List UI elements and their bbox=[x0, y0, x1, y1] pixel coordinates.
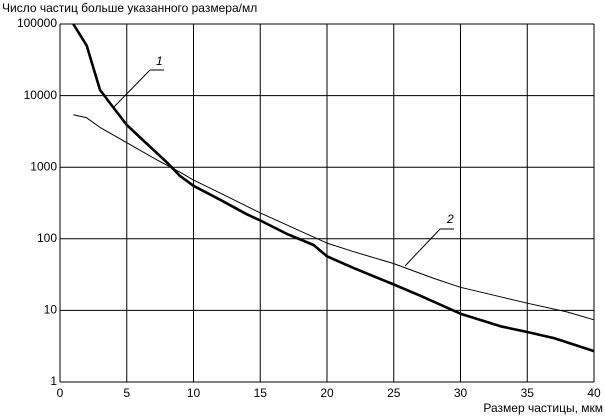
y-tick-label: 1000 bbox=[30, 159, 57, 173]
y-tick-label: 100 bbox=[37, 231, 57, 245]
series-label: 2 bbox=[446, 212, 454, 226]
series-line bbox=[73, 114, 595, 321]
y-tick-label: 10000 bbox=[24, 88, 58, 102]
x-tick-label: 5 bbox=[123, 386, 130, 400]
x-tick-label: 0 bbox=[57, 386, 64, 400]
x-tick-label: 15 bbox=[254, 386, 268, 400]
y-tick-label: 100000 bbox=[17, 16, 57, 30]
leader-line bbox=[404, 228, 441, 267]
x-axis-label: Размер частицы, мкм bbox=[483, 401, 603, 415]
y-axis-label: Число частиц больше указанного размера/м… bbox=[2, 1, 257, 15]
y-tick-label: 1 bbox=[50, 374, 57, 388]
x-tick-label: 35 bbox=[521, 386, 535, 400]
series-line bbox=[72, 23, 595, 353]
x-tick-label: 30 bbox=[454, 386, 468, 400]
x-tick-label: 25 bbox=[387, 386, 401, 400]
series-label: 1 bbox=[156, 54, 163, 68]
x-tick-label: 40 bbox=[587, 386, 601, 400]
leader-line bbox=[112, 69, 151, 109]
x-tick-label: 10 bbox=[187, 386, 201, 400]
y-tick-label: 10 bbox=[44, 303, 58, 317]
x-tick-label: 20 bbox=[320, 386, 334, 400]
